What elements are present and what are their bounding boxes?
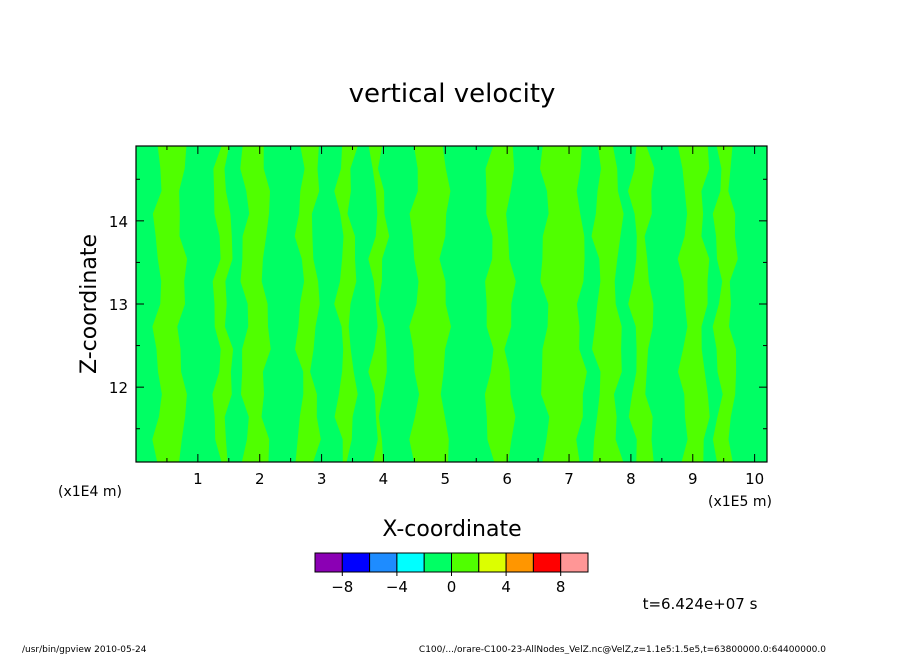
colorbar-cell (396, 552, 425, 573)
time-label: t=6.424e+07 s (643, 595, 758, 613)
colorbar-cell (560, 552, 589, 573)
x-tick-label: 2 (255, 470, 265, 488)
positive-band (334, 146, 358, 462)
colorbar-cell (505, 552, 534, 573)
x-tick-label: 10 (745, 470, 764, 488)
colorbar-cell (532, 552, 562, 573)
colorbar-tick-label: 4 (501, 578, 511, 596)
colorbar-tick-labels: −8 −4 0 4 8 (331, 572, 565, 596)
positive-band (540, 146, 587, 462)
y-tick-label: 12 (109, 379, 128, 397)
positive-band (212, 146, 234, 462)
colorbar (314, 552, 589, 573)
x-axis-label: X-coordinate (382, 517, 521, 542)
positive-band (484, 146, 516, 462)
positive-band (368, 146, 390, 462)
positive-band (628, 146, 655, 462)
positive-band (677, 146, 710, 462)
y-axis-ticks: 12 13 14 (109, 178, 767, 430)
x-tick-label: 7 (564, 470, 574, 488)
positive-band (591, 146, 624, 462)
plot-area (135, 145, 768, 463)
positive-velocity-bands (152, 146, 738, 462)
x-axis-ticks: 1 2 3 4 5 6 7 8 9 10 (166, 146, 764, 488)
positive-band (240, 146, 271, 462)
positive-band (409, 146, 451, 462)
x-tick-label: 8 (626, 470, 636, 488)
positive-band (294, 146, 321, 462)
y-axis-label: Z-coordinate (77, 234, 102, 374)
colorbar-cell (369, 552, 398, 573)
colorbar-cell (341, 552, 371, 573)
colorbar-cell (478, 552, 507, 573)
colorbar-cell (423, 552, 453, 573)
x-tick-label: 3 (317, 470, 327, 488)
colorbar-tick-label: 0 (447, 578, 457, 596)
field-background (136, 146, 767, 462)
positive-band (712, 146, 738, 462)
x-tick-label: 6 (502, 470, 512, 488)
colorbar-cell (314, 552, 343, 573)
colorbar-tick-label: 8 (556, 578, 566, 596)
colorbar-tick-label: −4 (386, 578, 408, 596)
x-tick-label: 1 (193, 470, 203, 488)
x-unit-label: (x1E5 m) (708, 494, 772, 510)
positive-band (152, 146, 188, 462)
x-tick-label: 4 (379, 470, 389, 488)
chart-title: vertical velocity (349, 79, 556, 109)
y-tick-label: 13 (109, 296, 128, 314)
footer-left: /usr/bin/gpview 2010-05-24 (22, 645, 147, 654)
colorbar-cell (451, 552, 480, 573)
colorbar-tick-label: −8 (331, 578, 353, 596)
x-tick-label: 9 (688, 470, 698, 488)
footer-right: C100/.../orare-C100-23-AllNodes_VelZ.nc@… (419, 645, 826, 654)
y-unit-label: (x1E4 m) (58, 484, 122, 500)
y-tick-label: 14 (109, 213, 128, 231)
x-tick-label: 5 (441, 470, 451, 488)
